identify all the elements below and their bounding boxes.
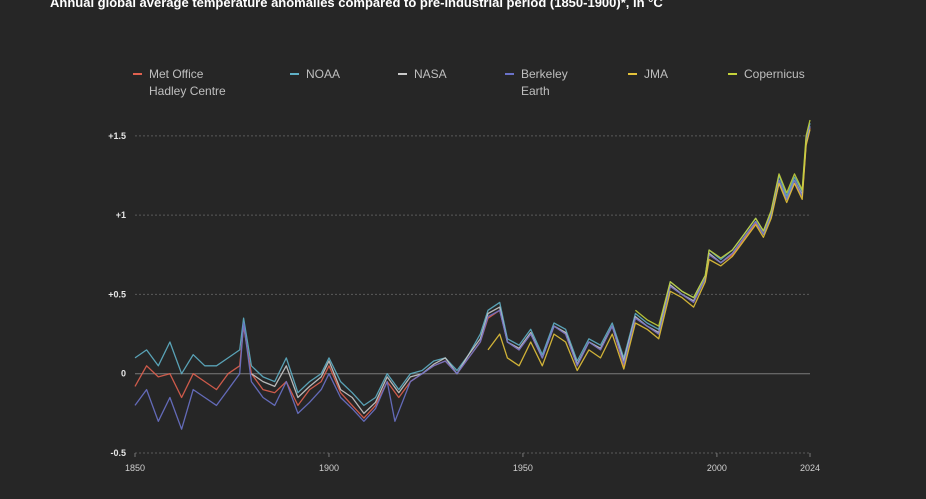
x-tick-label: 1950 xyxy=(513,463,533,473)
legend: Met Office Hadley Centre NOAA NASA Berkeley E… xyxy=(133,67,805,98)
legend-item-nasa: NASA xyxy=(398,67,447,81)
legend-label: JMA xyxy=(644,67,668,81)
legend-label: NASA xyxy=(414,67,447,81)
legend-item-copernicus: Copernicus xyxy=(728,67,805,81)
grid-layer xyxy=(135,135,810,454)
y-tick-label: -0.5 xyxy=(110,448,126,458)
series-layer xyxy=(134,119,811,430)
axis-layer: -0.5 0 +0.5 +1 +1.5 1850 1900 1950 2000 2024 xyxy=(108,131,820,473)
legend-item-jma: JMA xyxy=(628,67,668,81)
legend-item-noaa: NOAA xyxy=(290,67,340,81)
y-tick-label: +1 xyxy=(116,210,126,220)
x-tick-label: 2000 xyxy=(707,463,727,473)
series-line-met-office-hadley-centre xyxy=(134,127,811,419)
series-line-noaa xyxy=(134,123,811,407)
y-tick-label: 0 xyxy=(121,369,126,379)
y-tick-label: +0.5 xyxy=(108,289,126,299)
legend-label: Copernicus xyxy=(744,67,805,81)
series-line-jma xyxy=(487,129,811,372)
legend-label: Met Office Hadley Centre xyxy=(149,67,226,98)
y-tick-label: +1.5 xyxy=(108,131,126,141)
x-tick-label: 1850 xyxy=(125,463,145,473)
legend-label: Berkeley Earth xyxy=(521,67,568,98)
series-line-copernicus xyxy=(634,119,811,327)
chart-title: Annual global average temperature anomal… xyxy=(50,0,663,10)
x-tick-label: 2024 xyxy=(800,463,820,473)
legend-label: NOAA xyxy=(306,67,340,81)
legend-item-met-office-hadley-centre: Met Office Hadley Centre xyxy=(133,67,226,98)
x-tick-label: 1900 xyxy=(319,463,339,473)
series-line-berkeley-earth xyxy=(134,126,811,430)
legend-item-berkeley-earth: Berkeley Earth xyxy=(505,67,568,98)
